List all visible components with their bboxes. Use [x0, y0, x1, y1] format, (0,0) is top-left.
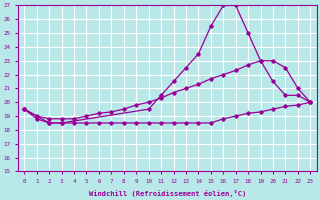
X-axis label: Windchill (Refroidissement éolien,°C): Windchill (Refroidissement éolien,°C): [89, 190, 246, 197]
